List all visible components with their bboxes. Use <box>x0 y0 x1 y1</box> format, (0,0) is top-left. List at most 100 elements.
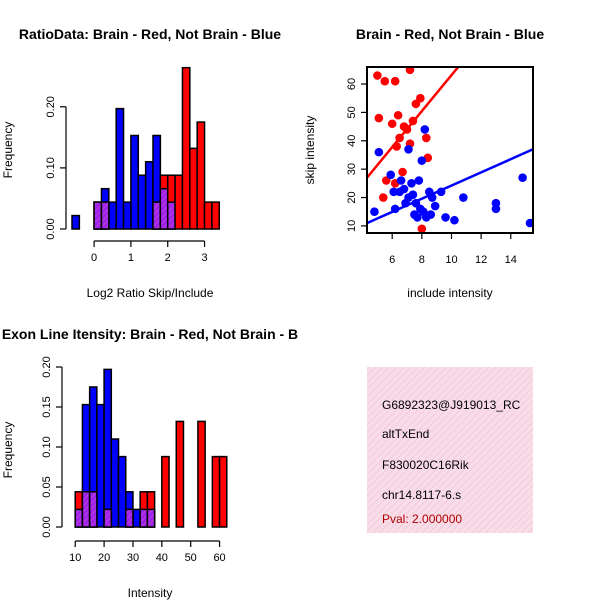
scatter-point-brain-2 <box>390 76 400 86</box>
scatter-point-notbrain-20 <box>459 193 468 202</box>
scatter-point-brain-20 <box>379 193 388 202</box>
intensity-hist-bar-notbrain-6 <box>117 455 127 528</box>
ratio-hist-bar-notbrain-5 <box>108 201 117 230</box>
intensity-hist-bar-overlap-6 <box>146 508 156 528</box>
intensity-hist-bar-brain-8 <box>175 420 185 528</box>
scatter-point-brain-17 <box>398 167 407 177</box>
ratio-hist-bar-brain-14 <box>174 174 184 230</box>
ratio-hist-bar-notbrain-9 <box>137 174 147 230</box>
intensity-hist-bar-brain-10 <box>211 455 221 528</box>
ratio-hist-bar-overlap-4 <box>100 201 110 230</box>
ratio-hist-bar-brain-17 <box>196 121 206 230</box>
intensity-hist-ytick-label-1: 0.05 <box>41 476 53 497</box>
scatter-ytick-label-4: 50 <box>346 106 358 118</box>
scatter-point-notbrain-31 <box>525 218 533 228</box>
intensity-hist-bar-brain-11 <box>218 455 228 528</box>
ratio-hist-xtick-label-1: 1 <box>128 252 134 264</box>
intensity-hist-xtick-label-1: 20 <box>98 552 110 564</box>
scatter-point-brain-13 <box>421 133 431 143</box>
intensity-hist-bar-overlap-1 <box>81 491 91 528</box>
scatter-ylabel: skip intensity <box>303 116 317 185</box>
scatter-point-notbrain-33 <box>413 213 422 222</box>
info-pval: Pval: 2.000000 <box>382 512 462 526</box>
scatter-point-notbrain-29 <box>491 198 501 208</box>
scatter-point-notbrain-2 <box>386 170 396 180</box>
scatter-point-notbrain-32 <box>426 210 436 219</box>
intensity-hist-bar-brain-9 <box>197 420 206 528</box>
scatter-fit-line-notbrain <box>367 148 533 225</box>
scatter-xlabel: include intensity <box>407 286 492 300</box>
ratio-hist-bar-notbrain-8 <box>130 134 140 230</box>
scatter-ytick-label-1: 20 <box>346 191 358 203</box>
scatter-point-notbrain-27 <box>404 144 413 154</box>
intensity-hist-bars <box>74 368 228 528</box>
scatter-point-notbrain-18 <box>441 213 450 222</box>
intensity-hist-ylabel: Frequency <box>1 422 15 479</box>
scatter-point-notbrain-26 <box>420 125 430 134</box>
ratio-hist-ytick-label-2: 0.20 <box>45 96 57 117</box>
ratio-hist-axes: 0.00 0.10 0.20 0 1 2 3 <box>45 96 208 264</box>
scatter-point-notbrain-6 <box>399 184 409 194</box>
info-line-event-type: altTxEnd <box>382 427 429 441</box>
info-line-probe-id: G6892323@J919013_RC <box>382 398 521 412</box>
intensity-hist-bar-brain-7 <box>161 455 170 528</box>
info-panel: G6892323@J919013_RC altTxEnd F830020C16R… <box>367 367 533 533</box>
scatter-point-brain-12 <box>411 99 421 109</box>
scatter-point-notbrain-0 <box>370 207 379 217</box>
intensity-hist-bar-notbrain-4 <box>103 368 113 528</box>
ratio-hist-bar-notbrain-10 <box>144 161 154 230</box>
info-line-location: chr14.8117-6.s <box>382 488 461 502</box>
scatter-points <box>367 67 533 233</box>
scatter-point-brain-1 <box>380 76 390 86</box>
scatter-point-notbrain-1 <box>374 147 384 157</box>
scatter-xtick-label-3: 12 <box>475 254 487 266</box>
scatter-ytick-label-2: 30 <box>346 163 358 175</box>
intensity-hist-bar-notbrain-5 <box>110 438 120 528</box>
intensity-hist-bar-overlap-0 <box>74 508 84 528</box>
intensity-hist-ytick-label-3: 0.15 <box>41 396 53 417</box>
info-overflow-mask <box>533 390 600 420</box>
intensity-hist-xtick-label-5: 60 <box>213 552 225 564</box>
ratio-hist-bar-notbrain-6 <box>115 107 125 230</box>
scatter-fit-line-brain <box>367 67 460 179</box>
ratio-histogram: RatioData: Brain - Red, Not Brain - Blue… <box>1 26 281 300</box>
scatter-point-notbrain-16 <box>430 201 440 211</box>
ratio-hist-ytick-label-1: 0.10 <box>45 157 57 178</box>
scatter-ytick-label-0: 10 <box>346 220 358 232</box>
ratio-hist-ytick-label-0: 0.00 <box>45 218 57 239</box>
scatter-point-notbrain-24 <box>414 176 424 185</box>
info-line-gene: F830020C16Rik <box>382 458 470 472</box>
scatter-ytick-label-3: 40 <box>346 135 358 147</box>
scatter-point-notbrain-5 <box>396 176 406 185</box>
ratio-hist-bar-brain-19 <box>211 201 221 230</box>
ratio-hist-xtick-label-0: 0 <box>91 252 97 264</box>
ratio-hist-title: RatioData: Brain - Red, Not Brain - Blue <box>19 26 281 42</box>
ratio-hist-xtick-label-3: 3 <box>201 252 207 264</box>
scatter-point-brain-21 <box>417 224 427 233</box>
scatter-point-notbrain-30 <box>518 173 527 182</box>
ratio-hist-bars <box>71 66 221 230</box>
intensity-hist-xtick-label-2: 30 <box>127 552 139 564</box>
ratio-hist-bar-overlap-12 <box>159 187 169 230</box>
ratio-hist-bar-brain-18 <box>203 201 213 230</box>
intensity-hist-xtick-label-0: 10 <box>69 552 81 564</box>
intensity-hist-axes: 0.00 0.05 0.10 0.15 0.20 10 20 30 40 50 60 <box>41 356 226 564</box>
ratio-hist-bar-notbrain-7 <box>122 201 132 230</box>
intensity-hist-bar-notbrain-8 <box>132 508 141 528</box>
scatter-point-notbrain-3 <box>389 187 398 197</box>
scatter-ytick-label-5: 60 <box>346 78 358 90</box>
intensity-hist-bar-overlap-4 <box>124 508 134 528</box>
intensity-hist-xlabel: Intensity <box>128 586 173 600</box>
scatter-xtick-label-1: 8 <box>419 254 425 266</box>
intensity-hist-bar-overlap-5 <box>139 508 149 528</box>
scatter-axes: 10 20 30 40 50 60 6 8 10 12 14 <box>346 66 534 266</box>
scatter-point-notbrain-19 <box>450 215 459 225</box>
scatter-plot-frame <box>366 66 534 234</box>
intensity-hist-bar-overlap-2 <box>88 491 98 528</box>
ratio-hist-bar-overlap-3 <box>93 201 103 230</box>
ratio-hist-xtick-label-2: 2 <box>165 252 171 264</box>
scatter-xtick-label-2: 10 <box>445 254 457 266</box>
scatter-xtick-label-4: 14 <box>505 254 517 266</box>
intensity-hist-ytick-label-4: 0.20 <box>41 356 53 377</box>
